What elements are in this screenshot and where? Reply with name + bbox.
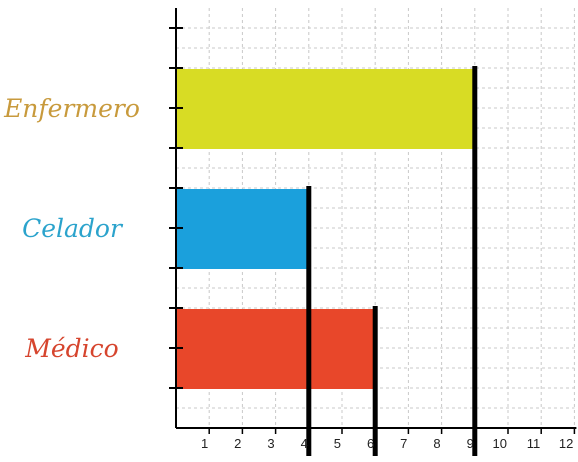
x-tick-label: 12 (559, 436, 573, 451)
bar (177, 309, 376, 389)
x-tick-label: 9 (467, 436, 474, 451)
bars (177, 69, 475, 389)
x-tick-label: 7 (400, 436, 407, 451)
x-tick-label: 5 (334, 436, 341, 451)
x-tick-label: 2 (234, 436, 241, 451)
category-label: Enfermero (3, 94, 140, 123)
axes (169, 8, 577, 456)
x-tick-label: 1 (201, 436, 208, 451)
x-tick-label: 3 (267, 436, 274, 451)
x-tick-label: 6 (367, 436, 374, 451)
category-label: Médico (24, 334, 118, 363)
category-label: Celador (22, 214, 124, 243)
bar (177, 69, 475, 149)
x-tick-label: 8 (433, 436, 440, 451)
x-tick-label: 11 (527, 436, 541, 451)
x-tick-label: 10 (493, 436, 507, 451)
x-tick-label: 4 (301, 436, 308, 451)
bar (177, 189, 309, 269)
